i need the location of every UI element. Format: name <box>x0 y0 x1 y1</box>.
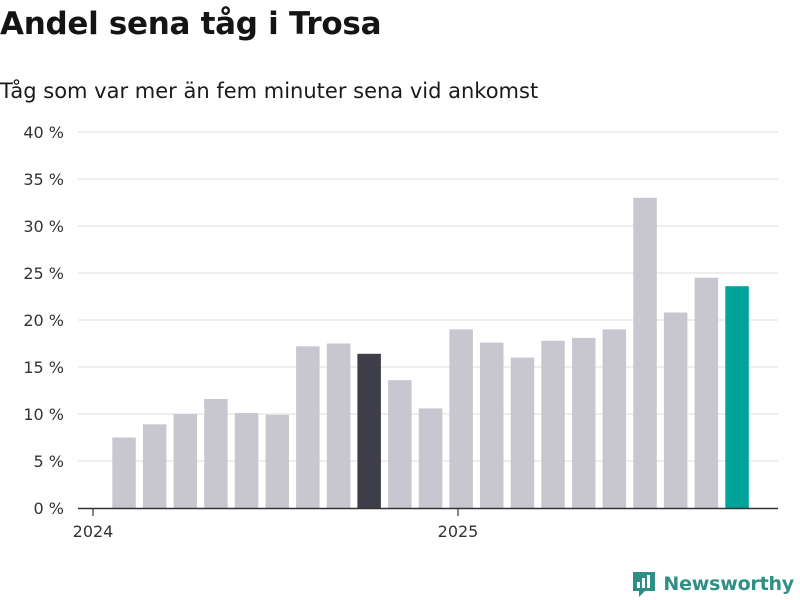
bar-chart-logo-icon <box>633 572 656 597</box>
y-tick-label: 25 % <box>23 264 64 283</box>
bar-2025-05 <box>602 329 627 508</box>
bar-2025-01 <box>480 342 504 508</box>
bar-2025-06 <box>633 197 657 509</box>
bar-2024-01 <box>112 437 136 508</box>
y-tick-label: 5 % <box>34 452 64 471</box>
bar-2024-04 <box>204 399 228 508</box>
chart-subtitle: Tåg som var mer än fem minuter sena vid … <box>0 79 539 103</box>
brand-name: Newsworthy <box>663 573 794 595</box>
bar-2024-12 <box>449 329 473 508</box>
bar-2025-02 <box>510 357 535 508</box>
bar-2024-08 <box>326 343 351 508</box>
y-tick-label: 10 % <box>23 405 64 424</box>
y-tick-label: 15 % <box>23 358 64 377</box>
y-tick-label: 40 % <box>23 123 64 142</box>
bars <box>112 197 749 509</box>
x-tick-label: 2025 <box>438 522 479 541</box>
gridlines: 0 % 5 % 10 % 15 % 20 % 25 % 30 % 35 % 40 % <box>23 123 778 518</box>
bar-2025-08 <box>694 277 719 508</box>
y-tick-label: 20 % <box>23 311 64 330</box>
brand-logo: Newsworthy <box>631 570 794 598</box>
bar-2024-05 <box>234 413 259 508</box>
y-tick-label: 30 % <box>23 217 64 236</box>
bar-2024-07 <box>296 346 320 508</box>
bar-2025-09 <box>725 286 749 508</box>
bar-2025-07 <box>663 312 688 508</box>
y-tick-label: 35 % <box>23 170 64 189</box>
bar-2024-10 <box>388 380 412 508</box>
chart-title: Andel sena tåg i Trosa <box>0 6 382 42</box>
x-tick-label: 2024 <box>73 522 114 541</box>
bar-2024-09 <box>357 353 381 508</box>
bar-2025-04 <box>572 337 596 508</box>
bar-2025-03 <box>541 340 565 508</box>
x-axis: 2024 2025 <box>73 507 778 541</box>
y-tick-label: 0 % <box>34 499 64 518</box>
bar-2024-02 <box>142 424 167 508</box>
bar-2024-11 <box>418 408 443 508</box>
bar-2024-06 <box>265 414 289 508</box>
bar-2024-03 <box>173 414 198 508</box>
